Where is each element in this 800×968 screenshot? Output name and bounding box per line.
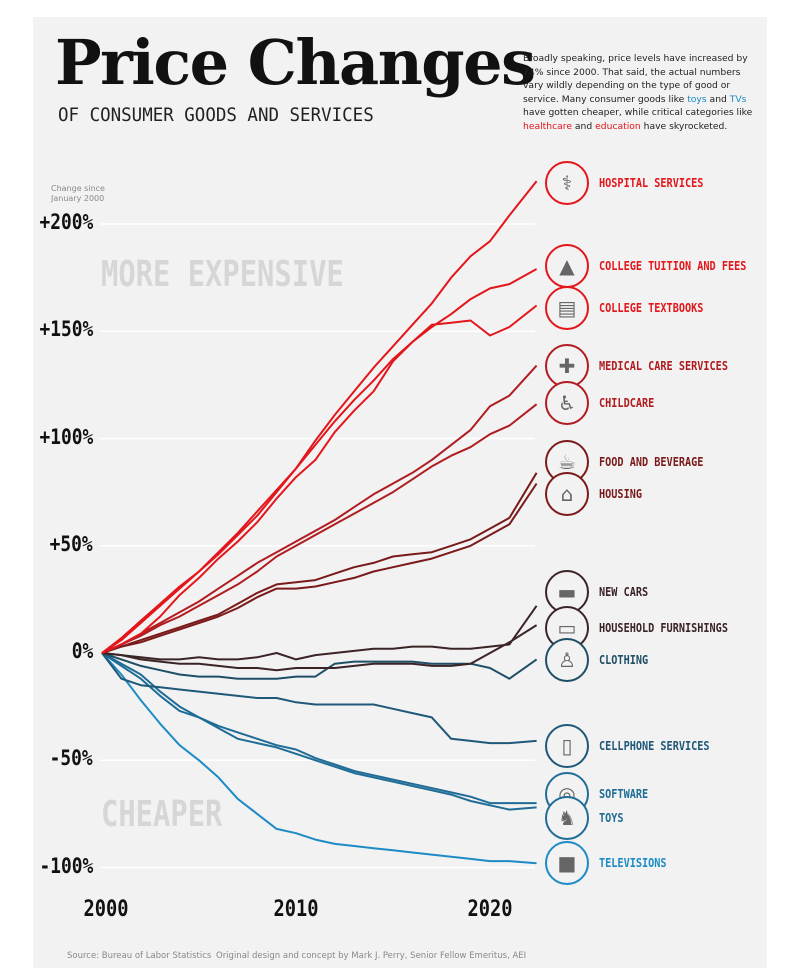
series-line-televisions bbox=[101, 652, 537, 865]
intro-text-segment: have skyrocketed. bbox=[640, 120, 728, 132]
intro-text-segment: Broadly speaking, price levels have incr… bbox=[523, 53, 748, 105]
shirt-icon: ♙ bbox=[545, 638, 589, 682]
series-label: ♿ CHILDCARE bbox=[545, 381, 664, 425]
source-note: Source: Bureau of Labor Statistics bbox=[67, 951, 212, 961]
series-label-text: CELLPHONE SERVICES bbox=[599, 739, 710, 753]
book-icon: ▤ bbox=[545, 286, 589, 330]
series-line-household-furnishings bbox=[101, 624, 538, 672]
series-line-toys bbox=[101, 652, 537, 811]
stroller-icon: ♿ bbox=[545, 381, 589, 425]
series-label: ▤ COLLEGE TEXTBOOKS bbox=[545, 286, 722, 330]
series-line-medical-care-services bbox=[101, 364, 538, 654]
series-label: ■ TELEVISIONS bbox=[545, 841, 678, 885]
series-line-clothing bbox=[101, 652, 538, 680]
intro-paragraph: Broadly speaking, price levels have incr… bbox=[523, 52, 763, 134]
medical-kit-icon: ✚ bbox=[545, 344, 589, 388]
series-label-text: MEDICAL CARE SERVICES bbox=[599, 359, 728, 373]
page-subtitle: OF CONSUMER GOODS AND SERVICES bbox=[58, 104, 374, 126]
cheaper-annotation: CHEAPER bbox=[101, 794, 223, 835]
series-label: ✚ MEDICAL CARE SERVICES bbox=[545, 344, 751, 388]
series-label-text: TOYS bbox=[599, 811, 624, 825]
series-label-text: COLLEGE TEXTBOOKS bbox=[599, 301, 704, 315]
series-label-text: TELEVISIONS bbox=[599, 856, 667, 870]
toy-icon: ♞ bbox=[545, 796, 589, 840]
graduation-cap-icon: ▲ bbox=[545, 244, 589, 288]
y-tick-label: 0% bbox=[71, 639, 93, 663]
series-line-college-tuition-and-fees bbox=[101, 268, 538, 654]
y-tick-label: -100% bbox=[39, 853, 93, 878]
series-label: ♞ TOYS bbox=[545, 796, 628, 840]
intro-text-segment: and bbox=[706, 93, 730, 105]
series-label-text: HOSPITAL SERVICES bbox=[599, 176, 704, 190]
series-label: ▲ COLLEGE TUITION AND FEES bbox=[545, 244, 772, 288]
more-expensive-annotation: MORE EXPENSIVE bbox=[101, 254, 344, 295]
x-tick-label: 2010 bbox=[273, 897, 319, 922]
series-label-text: NEW CARS bbox=[599, 585, 649, 599]
intro-text-segment: TVs bbox=[729, 93, 747, 105]
series-label-text: FOOD AND BEVERAGE bbox=[599, 455, 704, 469]
y-axis-label: Change since January 2000 bbox=[51, 184, 105, 203]
series-line-hospital-services bbox=[101, 180, 538, 654]
series-label-text: HOUSING bbox=[599, 487, 642, 501]
intro-text-segment: toys bbox=[687, 93, 707, 105]
x-tick-label: 2000 bbox=[83, 897, 129, 922]
hospital-icon: ⚕ bbox=[545, 161, 589, 205]
television-icon: ■ bbox=[545, 841, 589, 885]
series-line-software bbox=[101, 652, 537, 805]
series-label-text: HOUSEHOLD FURNISHINGS bbox=[599, 621, 728, 635]
series-line-childcare bbox=[101, 403, 538, 654]
cellphone-icon: ▯ bbox=[545, 724, 589, 768]
series-label-text: SOFTWARE bbox=[599, 787, 649, 801]
intro-text-segment: healthcare bbox=[523, 120, 572, 132]
series-label: ⌂ HOUSING bbox=[545, 472, 650, 516]
series-line-housing bbox=[101, 482, 538, 654]
infographic-card bbox=[33, 17, 767, 968]
series-label: ♙ CLOTHING bbox=[545, 638, 657, 682]
x-tick-label: 2020 bbox=[467, 897, 513, 922]
series-label: ⚕ HOSPITAL SERVICES bbox=[545, 161, 722, 205]
series-line-new-cars bbox=[101, 605, 538, 661]
series-line-food-and-beverage bbox=[101, 472, 538, 654]
house-icon: ⌂ bbox=[545, 472, 589, 516]
intro-text-segment: education bbox=[595, 120, 641, 132]
credit-note: Original design and concept by Mark J. P… bbox=[216, 951, 527, 961]
series-line-cellphone-services bbox=[101, 652, 537, 745]
series-label: ▯ CELLPHONE SERVICES bbox=[545, 724, 729, 768]
series-label-text: COLLEGE TUITION AND FEES bbox=[599, 259, 747, 273]
y-tick-label: +50% bbox=[50, 531, 93, 556]
series-line-college-textbooks bbox=[101, 304, 538, 654]
intro-text-segment: have gotten cheaper, while critical cate… bbox=[523, 107, 753, 119]
y-tick-label: +200% bbox=[39, 210, 93, 234]
series-label-text: CHILDCARE bbox=[599, 396, 655, 410]
page-title: Price Changes bbox=[55, 26, 536, 99]
intro-text-segment: and bbox=[572, 120, 596, 132]
y-tick-label: +150% bbox=[39, 317, 93, 342]
y-tick-label: +100% bbox=[39, 424, 93, 449]
series-label-text: CLOTHING bbox=[599, 653, 649, 667]
y-tick-label: -50% bbox=[50, 746, 93, 771]
